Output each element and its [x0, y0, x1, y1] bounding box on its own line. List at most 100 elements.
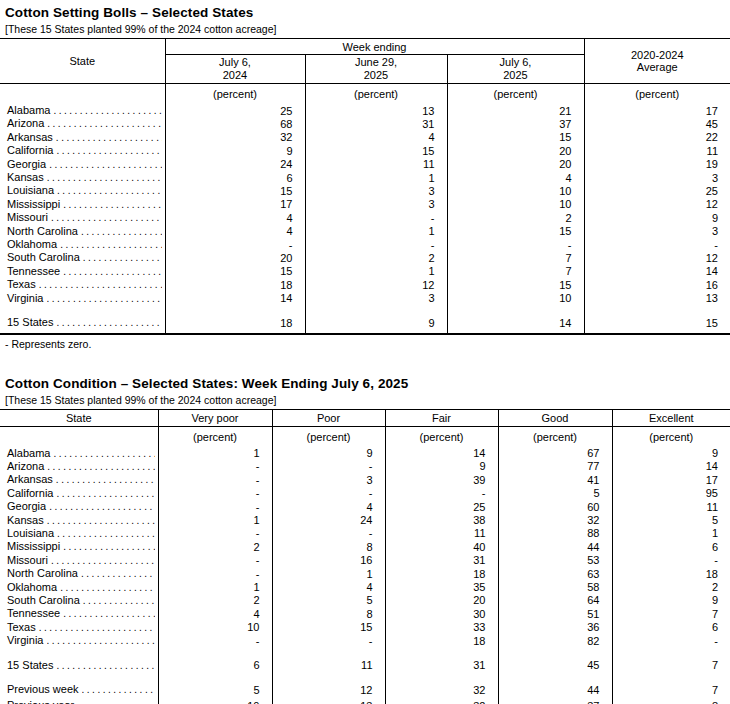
- value-cell: 5: [612, 514, 730, 527]
- row-label: Virginia: [7, 292, 47, 304]
- value-cell: 31: [385, 554, 498, 567]
- dot-leader: [83, 595, 155, 607]
- value-cell: -: [584, 238, 730, 251]
- value-cell: -: [158, 554, 272, 567]
- row-label: North Carolina: [7, 225, 81, 237]
- row-label-wrap: South Carolina: [0, 251, 165, 264]
- date-line1: July 6,: [448, 56, 584, 69]
- value-cell: 9: [385, 460, 498, 473]
- row-label-cell: Kansas: [0, 171, 165, 184]
- dot-leader: [60, 582, 154, 594]
- row-label-wrap: Arkansas: [0, 131, 165, 144]
- value-cell: 12: [272, 683, 385, 699]
- condition-section: Cotton Condition – Selected States: Week…: [0, 376, 730, 704]
- unit-row: (percent) (percent) (percent) (percent) …: [0, 426, 730, 447]
- dot-leader: [63, 199, 161, 211]
- value-cell: 18: [612, 567, 730, 580]
- value-cell: 9: [612, 447, 730, 460]
- state-row: Louisiana1531025: [0, 184, 730, 197]
- dot-leader: [63, 541, 154, 553]
- row-label: Arkansas: [7, 473, 56, 485]
- unit-row: (percent) (percent) (percent) (percent): [0, 84, 730, 105]
- value-cell: 20: [447, 158, 584, 171]
- value-cell: 3: [584, 171, 730, 184]
- value-cell: -: [612, 634, 730, 647]
- value-cell: 4: [305, 131, 447, 144]
- setting-bolls-footnote: - Represents zero.: [5, 338, 730, 350]
- value-cell: -: [305, 211, 447, 224]
- row-label-cell: South Carolina: [0, 251, 165, 264]
- value-cell: 17: [612, 473, 730, 486]
- row-label-cell: Virginia: [0, 634, 158, 647]
- state-row: Oklahoma----: [0, 238, 730, 251]
- row-label-wrap: Louisiana: [0, 527, 158, 540]
- value-cell: 4: [272, 500, 385, 513]
- row-label: Arizona: [7, 460, 47, 472]
- value-cell: 7: [612, 683, 730, 699]
- row-label-cell: Alabama: [0, 104, 165, 117]
- row-label-cell: Arizona: [0, 117, 165, 130]
- value-cell: 32: [385, 683, 498, 699]
- value-cell: 31: [305, 117, 447, 130]
- row-label: 15 States: [7, 659, 56, 671]
- value-cell: 21: [447, 104, 584, 117]
- value-cell: 33: [385, 621, 498, 634]
- row-label-cell: Kansas: [0, 514, 158, 527]
- row-label: North Carolina: [7, 567, 81, 579]
- average-header-line1: 2020-2024: [585, 49, 730, 61]
- value-cell: 2: [158, 594, 272, 607]
- date-line2: 2024: [166, 69, 305, 82]
- value-cell: 24: [165, 158, 305, 171]
- state-row: Oklahoma1435582: [0, 581, 730, 594]
- dot-leader: [51, 212, 162, 224]
- unit-cell: (percent): [584, 84, 730, 105]
- spacer-cell: [158, 648, 272, 659]
- spacer-cell: [385, 672, 498, 683]
- state-row: Virginia--1882-: [0, 634, 730, 647]
- spacer-cell: [272, 648, 385, 659]
- dot-leader: [39, 622, 155, 634]
- state-row: Georgia24112019: [0, 158, 730, 171]
- value-cell: 60: [498, 500, 612, 513]
- value-cell: 11: [305, 158, 447, 171]
- row-label: Louisiana: [7, 184, 57, 196]
- state-row: Georgia-4256011: [0, 500, 730, 513]
- dot-leader: [56, 145, 161, 157]
- dot-leader: [63, 266, 161, 278]
- date-column-header: July 6, 2024: [165, 55, 305, 84]
- value-cell: 20: [165, 251, 305, 264]
- row-label: 15 States: [7, 316, 56, 328]
- row-label-cell: Previous year: [0, 699, 158, 704]
- row-label: South Carolina: [7, 251, 83, 263]
- value-cell: 2: [447, 211, 584, 224]
- dot-leader: [47, 172, 162, 184]
- value-cell: 11: [385, 527, 498, 540]
- value-cell: 9: [305, 316, 447, 333]
- value-cell: 6: [612, 540, 730, 553]
- dot-leader: [53, 105, 161, 117]
- dot-leader: [56, 132, 162, 144]
- dot-leader: [47, 293, 162, 305]
- value-cell: 12: [584, 198, 730, 211]
- value-cell: -: [272, 634, 385, 647]
- spacer-cell: [0, 648, 158, 659]
- row-label: Georgia: [7, 500, 49, 512]
- unit-cell-empty: [0, 426, 158, 447]
- condition-note: [These 15 States planted 99% of the 2024…: [5, 394, 730, 406]
- row-label-cell: South Carolina: [0, 594, 158, 607]
- unit-cell: (percent): [165, 84, 305, 105]
- row-label-wrap: Georgia: [0, 500, 158, 513]
- date-line2: 2025: [448, 69, 584, 82]
- value-cell: 1: [272, 567, 385, 580]
- value-cell: 2: [158, 540, 272, 553]
- row-label-wrap: Kansas: [0, 514, 158, 527]
- spacer-cell: [0, 305, 165, 316]
- dot-leader: [60, 239, 161, 251]
- value-cell: 15: [447, 131, 584, 144]
- value-cell: 25: [165, 104, 305, 117]
- condition-column-header: Excellent: [612, 409, 730, 426]
- spacer-row: [0, 672, 730, 683]
- row-label: Arizona: [7, 117, 47, 129]
- row-label: Virginia: [7, 634, 47, 646]
- value-cell: 10: [447, 292, 584, 305]
